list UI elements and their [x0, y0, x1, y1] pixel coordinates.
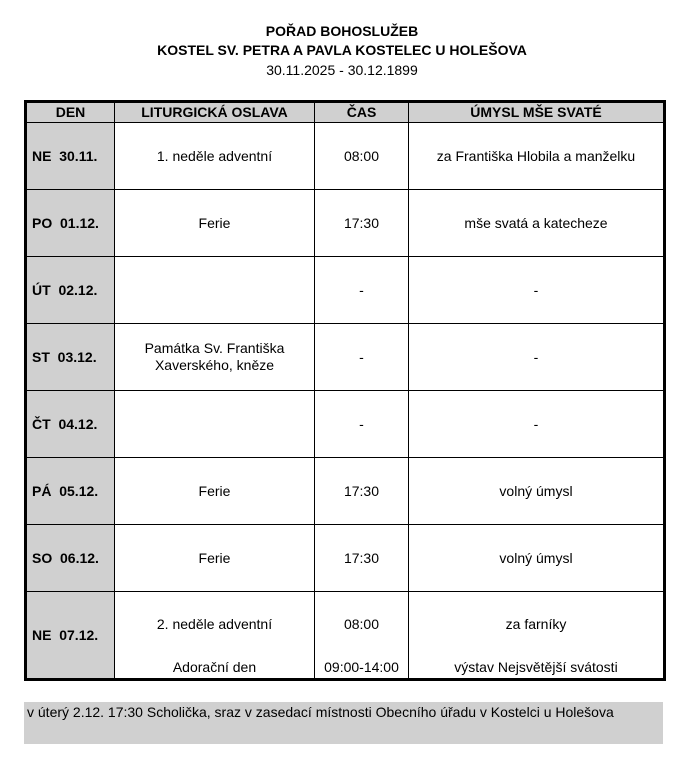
intention-cell: mše svatá a katecheze: [408, 189, 665, 257]
table-row: ÚT 02.12. - -: [25, 256, 665, 324]
intention-cell: za Františka Hlobila a manželku: [408, 122, 665, 190]
day-cell: NE 30.11.: [25, 122, 115, 190]
column-header-celebration: LITURGICKÁ OSLAVA: [114, 101, 315, 123]
celebration-text-2: Adorační den: [172, 659, 257, 675]
day-cell: ÚT 02.12.: [25, 256, 115, 324]
time-text-2: 09:00-14:00: [324, 659, 399, 675]
intention-cell: volný úmysl: [408, 457, 665, 525]
column-header-time: ČAS: [314, 101, 409, 123]
celebration-cell: Památka Sv. Františka Xaverského, kněze: [114, 323, 315, 391]
celebration-cell: Ferie: [114, 457, 315, 525]
celebration-cell: 1. neděle adventní: [114, 122, 315, 190]
time-cell: 17:30: [314, 524, 409, 592]
celebration-text: 2. neděle adventní: [156, 616, 273, 632]
time-cell: 17:30: [314, 189, 409, 257]
time-cell: -: [314, 323, 409, 391]
day-cell: SO 06.12.: [25, 524, 115, 592]
celebration-cell: Ferie: [114, 189, 315, 257]
table-row: ČT 04.12. - -: [25, 390, 665, 458]
intention-cell: -: [408, 256, 665, 324]
table-header: DEN LITURGICKÁ OSLAVA ČAS ÚMYSL MŠE SVAT…: [25, 101, 665, 123]
table-row: PÁ 05.12. Ferie 17:30 volný úmysl: [25, 457, 665, 525]
celebration-cell: 2. neděle adventní Adorační den: [114, 591, 315, 680]
time-cell: -: [314, 256, 409, 324]
intention-text: za farníky: [505, 616, 567, 632]
page-title: POŘAD BOHOSLUŽEB: [265, 23, 419, 39]
date-range: 30.11.2025 - 30.12.1899: [266, 62, 418, 78]
column-header-intention: ÚMYSL MŠE SVATÉ: [408, 101, 665, 123]
time-cell: 17:30: [314, 457, 409, 525]
table-row: PO 01.12. Ferie 17:30 mše svatá a katecheze: [25, 189, 665, 257]
day-cell: PÁ 05.12.: [25, 457, 115, 525]
table-row: SO 06.12. Ferie 17:30 volný úmysl: [25, 524, 665, 592]
table-row: NE 30.11. 1. neděle adventní 08:00 za Frant…: [25, 122, 665, 190]
celebration-cell: [114, 390, 315, 458]
table-row: NE 07.12. 2. neděle adventní Adorační de…: [25, 591, 665, 680]
table-row: ST 03.12. Památka Sv. Františka Xaverskéh…: [25, 323, 665, 391]
column-header-day: DEN: [25, 101, 115, 123]
intention-cell: -: [408, 390, 665, 458]
church-name: KOSTEL SV. PETRA A PAVLA KOSTELEC U HOLE…: [157, 42, 527, 58]
intention-cell: volný úmysl: [408, 524, 665, 592]
day-cell: ST 03.12.: [25, 323, 115, 391]
day-cell: ČT 04.12.: [25, 390, 115, 458]
intention-cell: -: [408, 323, 665, 391]
time-cell: -: [314, 390, 409, 458]
time-text: 08:00: [343, 616, 380, 632]
announcement-note: v úterý 2.12. 17:30 Scholička, sraz v za…: [24, 702, 663, 744]
day-cell: PO 01.12.: [25, 189, 115, 257]
celebration-cell: Ferie: [114, 524, 315, 592]
celebration-cell: [114, 256, 315, 324]
day-cell: NE 07.12.: [25, 591, 115, 680]
intention-text-2: výstav Nejsvětější svátosti: [454, 659, 618, 675]
time-cell: 08:00: [314, 122, 409, 190]
schedule-table: DEN LITURGICKÁ OSLAVA ČAS ÚMYSL MŠE SVAT…: [24, 100, 666, 681]
time-cell: 08:00 09:00-14:00: [314, 591, 409, 680]
intention-cell: za farníky výstav Nejsvětější svátosti: [408, 591, 665, 680]
